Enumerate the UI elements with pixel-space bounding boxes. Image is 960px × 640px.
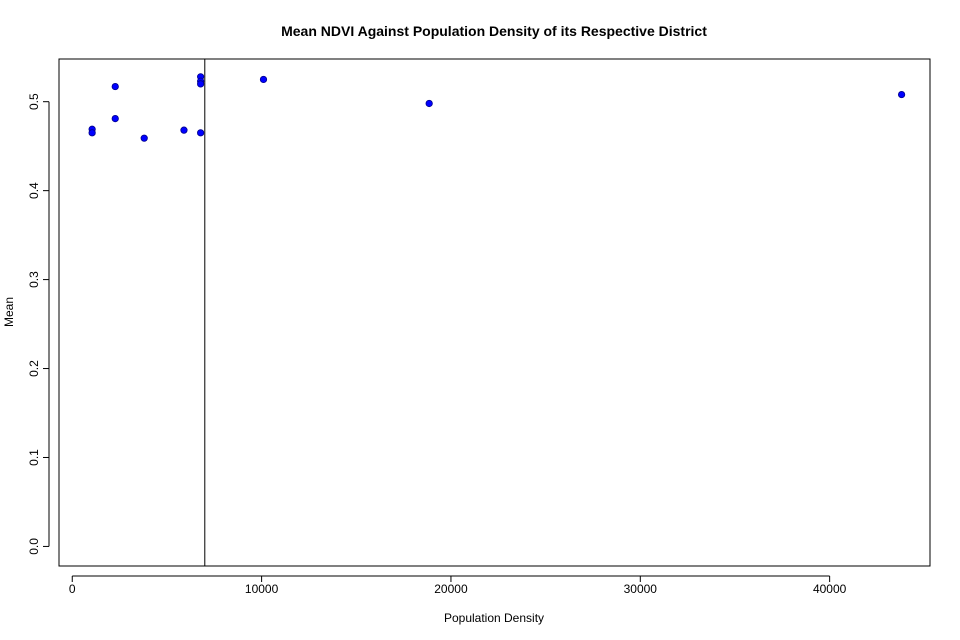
y-tick-label: 0.3: [27, 271, 41, 288]
x-axis: 0 10000 20000 30000 40000: [69, 575, 847, 596]
data-point: [425, 99, 433, 108]
data-points: [88, 73, 906, 142]
y-axis-label: Mean: [2, 297, 16, 327]
y-axis: 0.0 0.1 0.2 0.3 0.4 0.5: [27, 93, 50, 555]
data-point: [197, 80, 205, 88]
data-point: [897, 90, 906, 99]
data-point: [140, 134, 148, 142]
x-tick-label: 10000: [245, 582, 279, 596]
chart-title: Mean NDVI Against Population Density of …: [281, 23, 707, 39]
y-tick-label: 0.4: [27, 182, 41, 199]
plot-area: [58, 58, 931, 567]
data-point: [259, 75, 268, 84]
y-tick-label: 0.1: [27, 449, 41, 466]
data-point: [197, 129, 205, 137]
y-tick-label: 0.0: [27, 538, 41, 555]
y-tick-label: 0.5: [27, 93, 41, 110]
x-tick-label: 20000: [434, 582, 468, 596]
x-tick-label: 40000: [813, 582, 847, 596]
x-tick-label: 30000: [624, 582, 658, 596]
x-tick-label: 0: [69, 582, 76, 596]
data-point: [111, 82, 119, 91]
y-tick-label: 0.2: [27, 360, 41, 377]
x-axis-label: Population Density: [444, 611, 544, 625]
data-point: [180, 126, 188, 134]
data-point: [111, 114, 119, 123]
data-point: [88, 129, 96, 137]
